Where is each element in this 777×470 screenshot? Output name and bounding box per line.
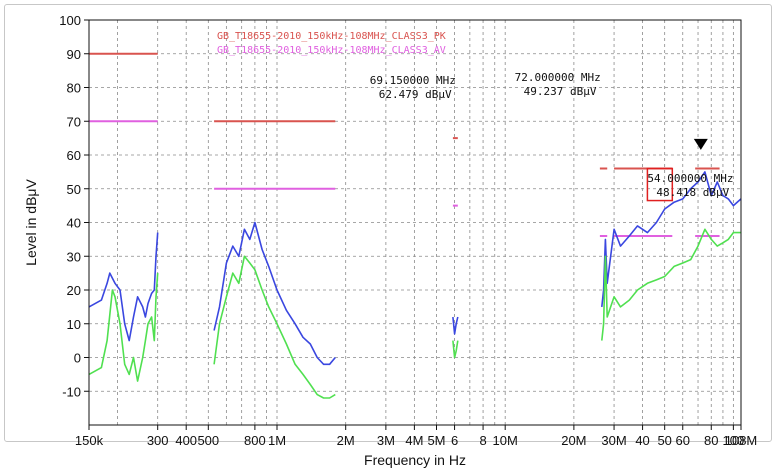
series-trace	[452, 316, 459, 335]
x-tick-label: 8	[479, 433, 486, 448]
x-tick-label: 50	[657, 433, 671, 448]
chart-text: -10 0 10 20 30 40 50 60 70 80 90 100 150k 300 400 500 80…	[23, 13, 757, 468]
x-tick-label: 400	[175, 433, 197, 448]
plot-border	[88, 19, 742, 426]
x-tick-label: 6	[451, 433, 458, 448]
annotation-level: 62.479 dBμV	[379, 88, 452, 101]
y-tick-label: 100	[59, 13, 81, 28]
x-tick-label: 300	[147, 433, 169, 448]
x-tick-label: 1M	[268, 433, 286, 448]
y-tick-label: 20	[67, 283, 81, 298]
x-tick-label: 150k	[75, 433, 104, 448]
y-tick-label: 50	[67, 182, 81, 197]
series-trace	[601, 228, 741, 341]
y-tick-label: 30	[67, 249, 81, 264]
x-tick-label: 4M	[405, 433, 423, 448]
x-tick-label: 800	[244, 433, 266, 448]
y-tick-label: 10	[67, 317, 81, 332]
overlays	[646, 138, 708, 202]
series-trace	[601, 171, 742, 307]
limit-lines	[89, 52, 720, 237]
y-tick-label: 70	[67, 114, 81, 129]
series-trace	[88, 232, 159, 342]
x-tick-label: 5M	[427, 433, 445, 448]
x-tick-label: 40	[635, 433, 649, 448]
annotation-frequency: 54.000000 MHz	[647, 172, 733, 185]
series-trace	[452, 340, 459, 359]
y-tick-label: 0	[74, 351, 81, 366]
y-tick-label: 80	[67, 81, 81, 96]
legend-entry: GB_T18655-2010_150kHz-108MHz_CLASS3_AV	[217, 45, 446, 56]
y-tick-label: 60	[67, 148, 81, 163]
y-tick-label: -10	[62, 384, 81, 399]
x-tick-label: 3M	[377, 433, 395, 448]
series-trace	[213, 221, 336, 366]
y-tick-label: 40	[67, 216, 81, 231]
x-tick-label: 10M	[493, 433, 518, 448]
series-traces	[88, 171, 742, 399]
x-axis-label: Frequency in Hz	[364, 452, 466, 468]
x-tick-label: 30M	[601, 433, 626, 448]
grid	[89, 19, 741, 425]
x-tick-label: 80	[704, 433, 718, 448]
x-tick-label: 60	[676, 433, 690, 448]
axes	[84, 19, 742, 430]
peak-marker-icon	[693, 138, 708, 150]
y-axis-label: Level in dBμV	[23, 179, 39, 266]
series-trace	[213, 255, 336, 399]
x-tick-label: 100	[723, 433, 745, 448]
series-trace	[88, 273, 159, 382]
legend-entry: GB_T18655-2010_150kHz-108MHz_CLASS3_PK	[217, 31, 446, 42]
y-tick-label: 90	[67, 47, 81, 62]
annotation-level: 49.237 dBμV	[524, 85, 597, 98]
annotation-frequency: 72.000000 MHz	[515, 71, 601, 84]
x-tick-label: 108M	[725, 433, 758, 448]
annotation-level: 48.418 dBμV	[656, 186, 729, 199]
x-tick-label: 2M	[337, 433, 355, 448]
x-tick-label: 500	[197, 433, 219, 448]
highlight-box	[646, 167, 674, 202]
x-tick-label: 20M	[561, 433, 586, 448]
annotation-frequency: 69.150000 MHz	[370, 74, 456, 87]
chart-frame	[4, 4, 772, 442]
